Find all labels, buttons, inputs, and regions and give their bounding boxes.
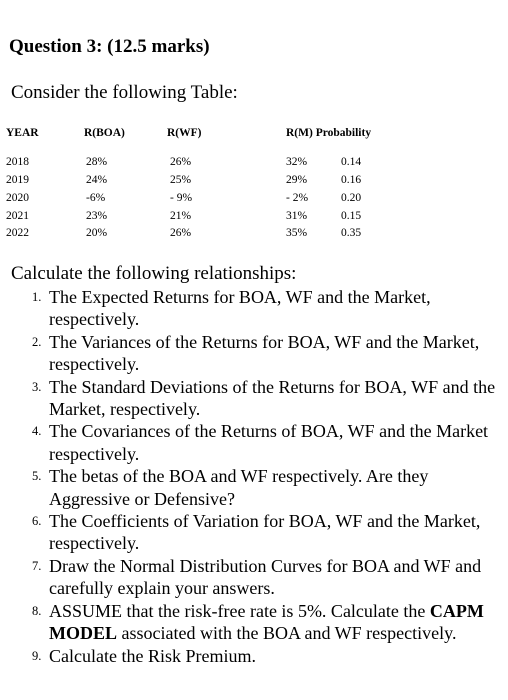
list-item: 2. The Variances of the Returns for BOA,… xyxy=(0,331,508,376)
question-title: Question 3: (12.5 marks) xyxy=(9,36,210,57)
cell-probability: 0.14 xyxy=(341,156,362,168)
item-text-bold: CAPM MODEL xyxy=(49,600,484,644)
list-item: 8. ASSUME that the risk-free rate is 5%.… xyxy=(0,600,508,645)
item-number: 4. xyxy=(32,424,42,439)
cell-year: 2019 xyxy=(6,174,29,186)
cell-boa: -6% xyxy=(86,192,106,204)
header-boa: R(BOA) xyxy=(84,127,125,139)
list-item: 4. The Covariances of the Returns of BOA… xyxy=(0,420,508,465)
item-number: 9. xyxy=(32,648,42,663)
list-item: 3. The Standard Deviations of the Return… xyxy=(0,376,508,421)
cell-probability: 0.20 xyxy=(341,192,362,204)
cell-probability: 0.16 xyxy=(341,174,362,186)
cell-year: 2020 xyxy=(6,192,29,204)
question-intro: Consider the following Table: xyxy=(11,82,238,103)
cell-wf: 26% xyxy=(170,227,192,239)
cell-year: 2022 xyxy=(6,227,29,239)
cell-wf: 25% xyxy=(170,174,192,186)
cell-market: - 2% xyxy=(286,192,309,204)
cell-wf: - 9% xyxy=(170,192,193,204)
item-number: 8. xyxy=(32,603,42,618)
item-text: Draw the Normal Distribution Curves for … xyxy=(49,555,482,599)
item-text: The Coefficients of Variation for BOA, W… xyxy=(49,511,481,554)
header-wf: R(WF) xyxy=(167,127,202,139)
list-item: 5. The betas of the BOA and WF respectiv… xyxy=(0,465,508,510)
cell-wf: 21% xyxy=(170,210,192,222)
item-text: The Variances of the Returns for BOA, WF… xyxy=(49,331,480,375)
cell-probability: 0.15 xyxy=(341,210,362,222)
cell-boa: 23% xyxy=(86,210,108,222)
cell-market: 32% xyxy=(286,156,308,168)
cell-market: 29% xyxy=(286,174,308,186)
item-number: 5. xyxy=(32,469,42,484)
item-text: ASSUME that the risk-free rate is 5%. Ca… xyxy=(49,600,430,621)
cell-wf: 26% xyxy=(170,156,192,168)
list-item: 6. The Coefficients of Variation for BOA… xyxy=(0,510,508,555)
cell-boa: 24% xyxy=(86,174,108,186)
cell-market: 35% xyxy=(286,227,308,239)
calculate-heading: Calculate the following relationships: xyxy=(11,263,297,284)
cell-market: 31% xyxy=(286,210,308,222)
question-list: 1. The Expected Returns for BOA, WF and … xyxy=(0,286,508,667)
item-number: 2. xyxy=(32,334,42,349)
item-text: The Covariances of the Returns of BOA, W… xyxy=(49,421,489,464)
item-number: 7. xyxy=(32,558,42,573)
list-item: 1. The Expected Returns for BOA, WF and … xyxy=(0,286,508,331)
item-text-suffix: associated with the BOA and WF respectiv… xyxy=(117,623,457,644)
cell-boa: 28% xyxy=(86,156,108,168)
item-text: The Standard Deviations of the Returns f… xyxy=(49,376,496,420)
cell-year: 2021 xyxy=(6,210,29,222)
list-item: 9. Calculate the Risk Premium. xyxy=(0,645,508,667)
cell-boa: 20% xyxy=(86,227,108,239)
item-number: 6. xyxy=(32,514,42,529)
cell-year: 2018 xyxy=(6,156,29,168)
cell-probability: 0.35 xyxy=(341,227,362,239)
list-item: 7. Draw the Normal Distribution Curves f… xyxy=(0,555,508,600)
header-year: YEAR xyxy=(6,127,39,139)
item-text: The Expected Returns for BOA, WF and the… xyxy=(49,287,431,330)
item-number: 3. xyxy=(32,379,42,394)
header-market-probability: R(M) Probability xyxy=(286,127,372,139)
item-number: 1. xyxy=(32,290,42,304)
item-text: The betas of the BOA and WF respectively… xyxy=(49,466,429,509)
item-text: Calculate the Risk Premium. xyxy=(49,645,256,666)
